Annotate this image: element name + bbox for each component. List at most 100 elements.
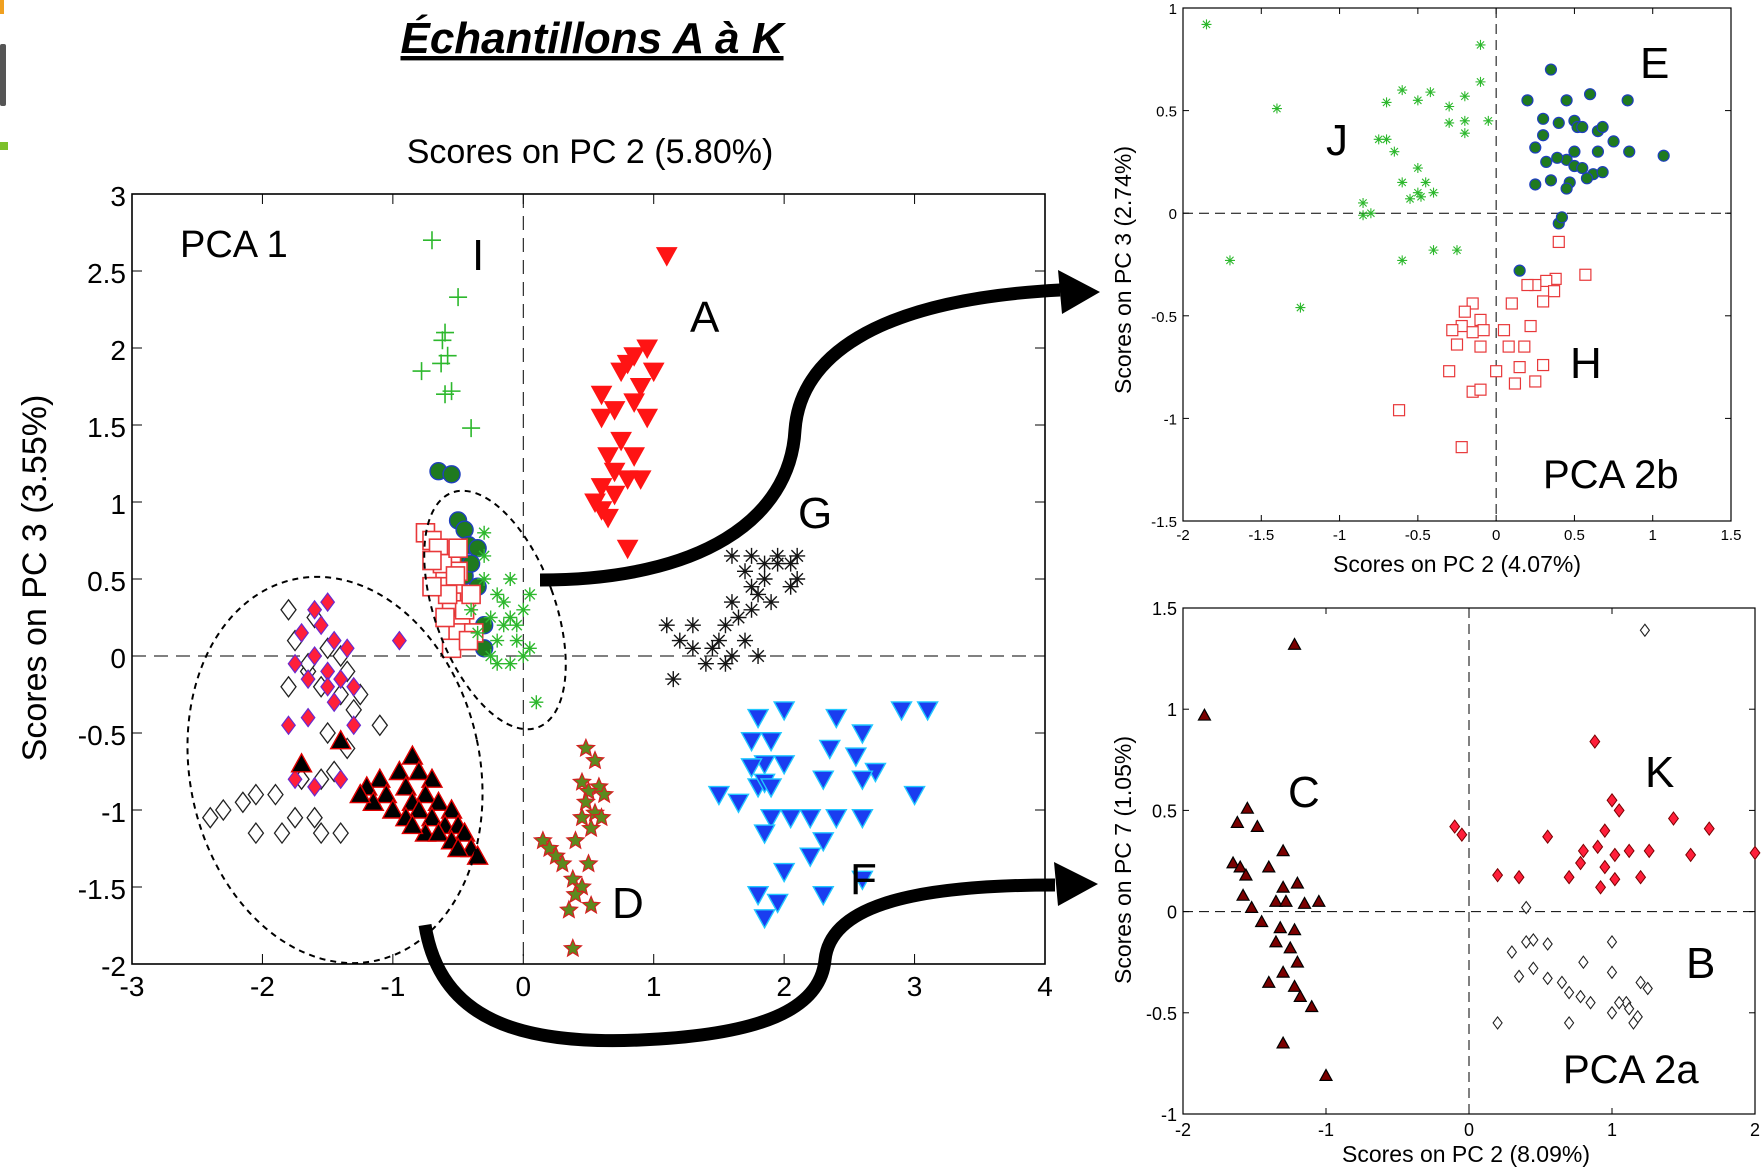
point-f	[799, 809, 822, 830]
point-f	[707, 785, 731, 807]
arrowhead-to-pca-2b	[1058, 270, 1100, 314]
point-j	[1420, 177, 1431, 188]
label-J: J	[1326, 116, 1348, 165]
point-b	[1575, 989, 1586, 1004]
point-b	[247, 822, 265, 845]
label-H: H	[1570, 339, 1602, 388]
point-j	[1483, 115, 1494, 126]
point-g	[769, 547, 786, 564]
point-j	[1358, 197, 1369, 208]
point-g	[743, 578, 760, 595]
point-c	[1297, 896, 1312, 909]
left-edge-gray-fragment	[0, 44, 6, 106]
x-tick-label: -3	[120, 971, 145, 1002]
point-i-star	[490, 587, 505, 602]
point-b	[1556, 975, 1568, 990]
arrow-to-pca-2a	[418, 878, 1056, 1048]
point-c	[1290, 954, 1305, 968]
point-k	[333, 769, 349, 790]
point-k	[313, 615, 329, 636]
point-h	[1497, 324, 1511, 337]
point-c	[1268, 894, 1283, 907]
point-f	[916, 701, 939, 722]
plot2-points	[1201, 19, 1670, 454]
point-b	[332, 822, 349, 845]
point-i-star	[470, 625, 485, 640]
point-b	[1613, 995, 1625, 1010]
point-e	[1607, 135, 1620, 148]
point-h	[445, 566, 466, 586]
y-tick-label: 1	[1169, 1, 1177, 18]
point-k	[1609, 847, 1621, 863]
y-tick-label: -0.5	[78, 720, 126, 751]
point-a	[590, 501, 613, 521]
point-b	[247, 783, 265, 806]
point-i-star	[516, 649, 531, 663]
point-a	[590, 408, 613, 429]
point-k	[333, 669, 349, 690]
x-tick-label: 3	[907, 971, 923, 1002]
point-h	[1521, 278, 1534, 292]
point-b	[1521, 900, 1532, 915]
point-e	[1657, 149, 1670, 162]
point-g	[684, 640, 701, 657]
point-h	[1474, 383, 1487, 396]
point-i-star	[490, 656, 505, 671]
point-a	[603, 485, 626, 506]
point-j	[1224, 255, 1235, 266]
point-j	[1358, 210, 1369, 221]
point-j	[1295, 302, 1306, 313]
point-i-star	[496, 618, 511, 633]
point-g	[763, 594, 780, 611]
point-f	[818, 739, 841, 760]
point-i	[436, 323, 455, 342]
label-pca-2a: PCA 2a	[1563, 1048, 1699, 1092]
plot3-xlabel: Scores on PC 2 (8.09%)	[1342, 1141, 1590, 1167]
point-i-star	[496, 595, 511, 610]
point-h	[1477, 324, 1490, 337]
point-e	[1560, 94, 1573, 107]
point-g	[665, 671, 682, 688]
point-b	[1642, 981, 1653, 996]
point-h	[435, 607, 455, 628]
point-c	[1261, 975, 1276, 988]
point-e	[1537, 112, 1550, 125]
point-g	[658, 617, 675, 634]
point-h	[1474, 313, 1487, 327]
point-h	[1466, 326, 1479, 339]
point-j	[1459, 91, 1470, 102]
point-j	[1412, 163, 1423, 174]
point-c	[401, 744, 424, 765]
point-k	[1703, 821, 1715, 836]
point-b	[1585, 995, 1596, 1010]
point-h	[1490, 365, 1503, 378]
point-k	[300, 707, 316, 728]
point-a	[597, 447, 619, 467]
point-b	[273, 822, 291, 845]
point-e	[1544, 174, 1558, 187]
left-edge-orange-fragment	[0, 0, 4, 14]
y-tick-label: 2	[110, 335, 126, 366]
point-j	[1397, 177, 1408, 188]
point-g	[717, 617, 734, 634]
point-c	[1287, 922, 1302, 936]
point-c	[407, 798, 431, 819]
point-c	[329, 729, 352, 750]
point-d	[580, 894, 602, 915]
plot3-points	[1197, 623, 1761, 1081]
point-f	[753, 909, 776, 930]
point-f	[772, 755, 796, 776]
point-i-star	[477, 525, 492, 540]
point-c	[368, 767, 392, 788]
x-tick-label: -2	[1176, 527, 1189, 544]
ellipse-group-EHI	[423, 489, 567, 731]
x-tick-label: 2	[776, 971, 792, 1002]
point-i-star	[503, 656, 518, 671]
x-tick-label: 1	[1649, 527, 1657, 544]
point-f	[759, 778, 783, 799]
point-f	[779, 809, 802, 830]
point-j	[1444, 101, 1455, 112]
x-tick-label: 1.5	[1721, 527, 1742, 544]
point-b	[1528, 961, 1539, 976]
